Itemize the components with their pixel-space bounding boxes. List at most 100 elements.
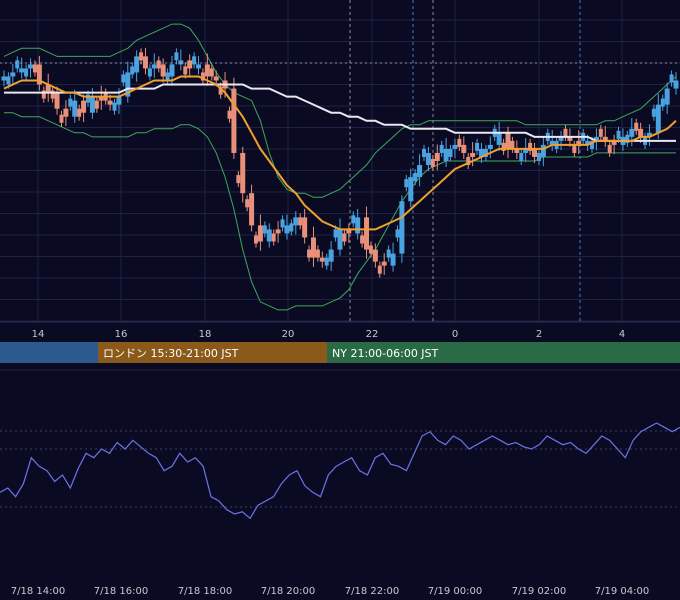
candle-body [377, 265, 382, 274]
ma-long-line [4, 83, 676, 142]
candle-body [576, 140, 582, 145]
price-x-tick-label: 18 [199, 329, 212, 340]
price-x-tick-label: 2 [536, 329, 542, 340]
candle-body [174, 52, 179, 61]
candle-body [139, 52, 144, 61]
candle-body [59, 114, 64, 123]
candle-body [147, 68, 152, 77]
candle-body [523, 148, 529, 153]
candle-body [395, 229, 400, 238]
candle-body [77, 108, 82, 117]
candle-body [209, 68, 214, 77]
candle-body [372, 249, 378, 262]
candle-body [183, 66, 188, 75]
candle-body [257, 225, 263, 242]
candlestick-series [1, 47, 679, 278]
price-x-tick-label: 16 [115, 329, 128, 340]
candle-body [417, 165, 423, 178]
candle-body [236, 175, 241, 184]
candle-body [156, 60, 161, 69]
candle-body [151, 64, 157, 69]
candle-body [284, 225, 290, 234]
candle-body [231, 88, 237, 153]
candle-body [434, 152, 440, 161]
candle-body [298, 217, 303, 226]
candle-body [54, 92, 60, 109]
candle-body [646, 132, 652, 137]
candle-body [664, 88, 670, 105]
candle-body [107, 100, 113, 105]
candle-body [125, 72, 131, 97]
price-axis-band [0, 322, 680, 342]
candle-body [602, 136, 608, 141]
candle-body [68, 98, 73, 107]
candle-body [227, 110, 232, 119]
candle-body [213, 76, 219, 81]
candle-body [360, 235, 365, 244]
bollinger-lower-band [4, 112, 676, 311]
candle-body [483, 148, 488, 157]
candle-body [333, 229, 338, 238]
candle-body [536, 152, 541, 161]
candle-body [470, 152, 476, 157]
candle-body [328, 249, 334, 262]
candle-body [165, 72, 170, 81]
price-x-axis: 14 16 18 20 22 0 2 4 [0, 321, 680, 342]
candle-body [501, 142, 506, 151]
candle-body [81, 100, 87, 113]
candle-body [307, 249, 312, 258]
candle-body [192, 56, 197, 65]
ma-short-line [3, 75, 677, 231]
price-x-tick-label: 14 [32, 329, 45, 340]
candle-body [593, 136, 599, 141]
candle-body [413, 173, 418, 182]
candle-body [390, 253, 396, 266]
candle-body [585, 140, 591, 145]
candle-body [540, 144, 546, 157]
candle-body [590, 140, 594, 149]
osc-x-tick-label: 7/19 04:00 [595, 586, 649, 597]
osc-x-tick-label: 7/18 20:00 [261, 586, 315, 597]
candle-body [457, 138, 462, 147]
candle-body [310, 237, 316, 258]
candle-body [19, 68, 25, 73]
candle-body [611, 140, 617, 145]
candle-body [629, 128, 635, 137]
candle-body [368, 245, 373, 254]
candle-body [36, 64, 42, 85]
candle-body [200, 72, 205, 81]
candle-body [496, 132, 502, 145]
bollinger-upper-band [3, 23, 677, 198]
candle-body [430, 158, 435, 168]
candle-body [324, 257, 329, 266]
candle-body [408, 177, 414, 202]
candle-body [342, 233, 347, 242]
candle-body [337, 229, 343, 250]
candle-body [293, 217, 299, 226]
price-x-tick-label: 20 [282, 329, 295, 340]
candle-body [266, 229, 272, 242]
osc-x-tick-label: 7/18 18:00 [178, 586, 232, 597]
candle-body [478, 148, 484, 157]
candle-body [196, 64, 202, 69]
candle-body [6, 76, 11, 85]
candle-body [439, 144, 444, 153]
oscillator-x-axis: 7/18 14:00 7/18 16:00 7/18 18:00 7/18 20:00… [11, 586, 649, 597]
osc-x-tick-label: 7/18 22:00 [345, 586, 399, 597]
candle-body [319, 257, 325, 262]
candle-body [94, 100, 99, 109]
candle-body [32, 64, 37, 73]
candle-body [532, 148, 538, 157]
candle-body [651, 108, 656, 117]
candle-body [28, 64, 34, 69]
candle-body [399, 201, 405, 254]
candle-body [519, 152, 524, 161]
oscillator-line [0, 422, 680, 520]
candle-body [364, 217, 370, 250]
candle-body [89, 96, 95, 113]
bollinger-bands [3, 23, 677, 311]
candle-body [567, 136, 573, 141]
session-segment [327, 342, 680, 363]
